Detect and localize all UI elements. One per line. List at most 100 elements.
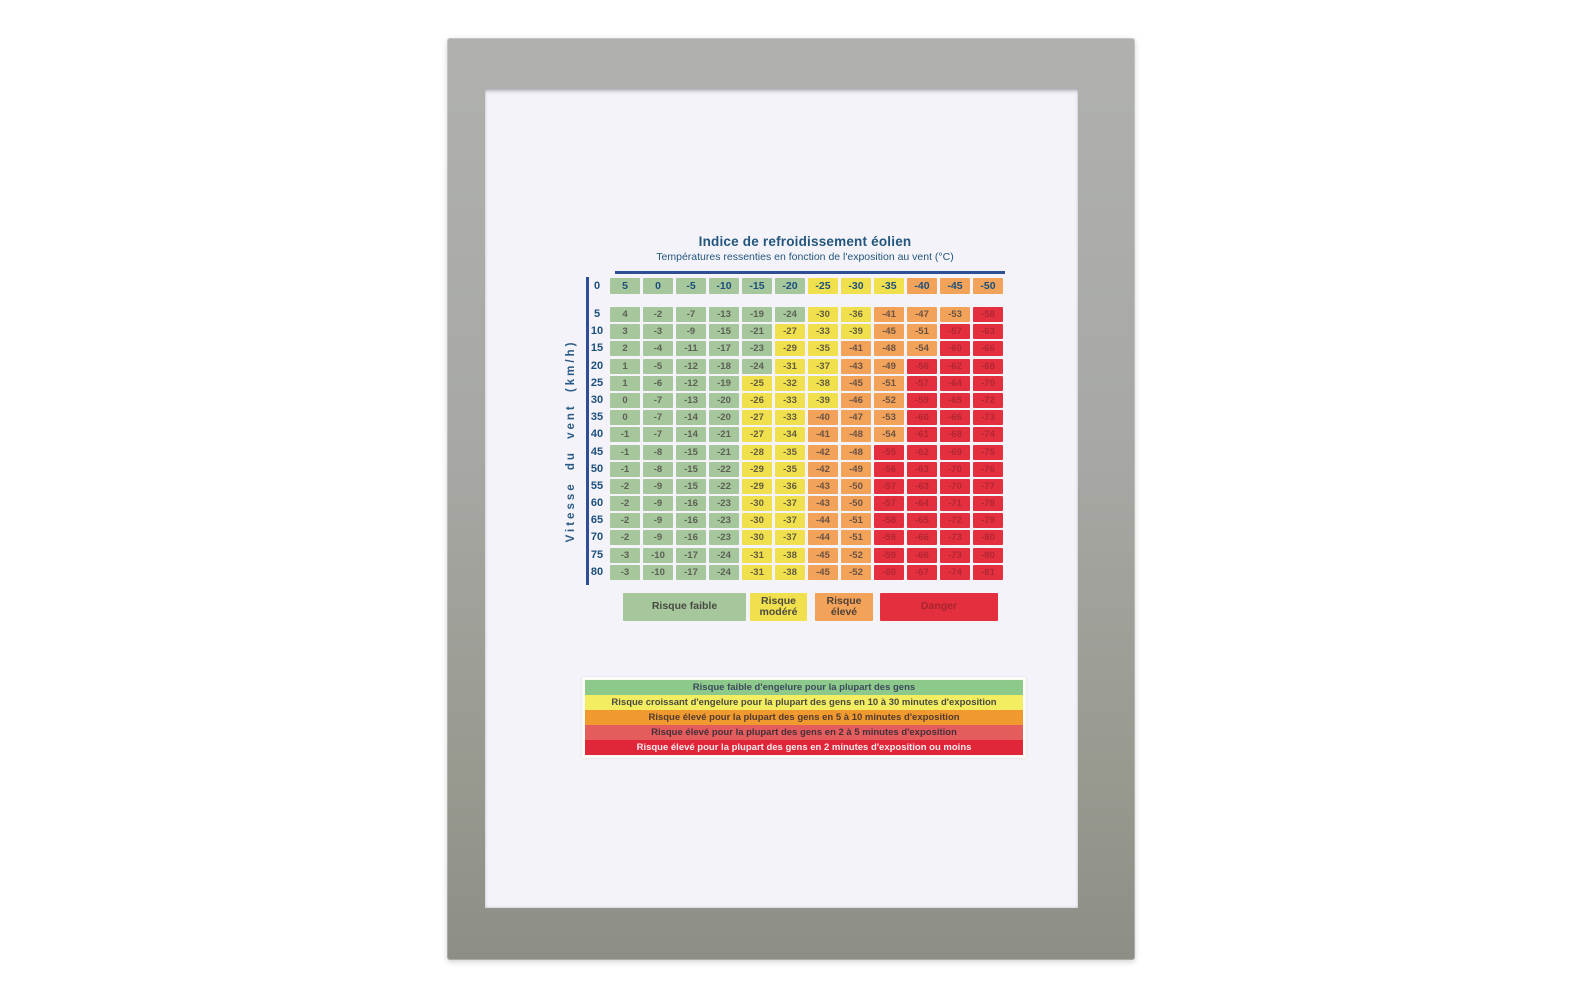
wind-speed-label: 5 <box>593 308 601 320</box>
wind-row-50: 50 -1 -8 -15 -22 -29 -35 -42 -49 -56 -63 -70 -76 <box>587 461 1003 477</box>
windchill-value-cell: -20 <box>709 410 739 426</box>
risk-description-strip: Risque faible d'engelure pour la plupart… <box>582 677 1026 758</box>
wind-speed-label: 0 <box>593 280 601 292</box>
windchill-value-cell: -66 <box>940 410 970 426</box>
windchill-value-cell: 1 <box>610 375 640 391</box>
windchill-value-cell: -63 <box>907 461 937 477</box>
windchill-value-cell: -31 <box>775 358 805 374</box>
windchill-value-cell: -11 <box>676 341 706 357</box>
windchill-value-cell: -70 <box>940 461 970 477</box>
wind-speed-label: 30 <box>590 393 604 406</box>
windchill-value-cell: -33 <box>808 324 838 340</box>
windchill-value-cell: -25 <box>742 375 772 391</box>
wind-row-45: 45 -1 -8 -15 -21 -28 -35 -42 -48 -55 -62 -69 -75 <box>587 444 1003 460</box>
windchill-value-cell: -2 <box>610 513 640 529</box>
windchill-value-cell: -58 <box>874 513 904 529</box>
windchill-value-cell: -12 <box>676 358 706 374</box>
temperature-header-cell: -5 <box>676 278 706 294</box>
windchill-value-cell: -43 <box>808 478 838 494</box>
windchill-value-cell: -37 <box>775 530 805 546</box>
windchill-value-cell: -1 <box>610 427 640 443</box>
windchill-value-cell: -57 <box>874 478 904 494</box>
windchill-value-cell: -4 <box>643 341 673 357</box>
windchill-value-cell: -16 <box>676 530 706 546</box>
legend-item: Risque modéré <box>750 593 807 621</box>
windchill-value-cell: -24 <box>709 564 739 580</box>
windchill-value-cell: -72 <box>973 392 1003 408</box>
windchill-value-cell: -33 <box>775 410 805 426</box>
temperature-header-cell: -35 <box>874 278 904 294</box>
windchill-value-cell: -37 <box>775 513 805 529</box>
windchill-value-cell: -53 <box>940 307 970 322</box>
windchill-value-cell: 3 <box>610 324 640 340</box>
wind-row-80: 80 -3 -10 -17 -24 -31 -38 -45 -52 -60 -67 -74 -81 <box>587 564 1003 580</box>
windchill-value-cell: -41 <box>874 307 904 322</box>
temperature-header-cell: -50 <box>973 278 1003 294</box>
wind-row-70: 70 -2 -9 -16 -23 -30 -37 -44 -51 -59 -66 -73 -80 <box>587 530 1003 546</box>
wind-speed-axis-line <box>586 277 589 585</box>
windchill-value-cell: -48 <box>874 341 904 357</box>
wind-row-25: 25 1 -6 -12 -19 -25 -32 -38 -45 -51 -57 -64 -70 <box>587 375 1003 391</box>
risk-description-row: Risque élevé pour la plupart des gens en… <box>585 740 1023 755</box>
windchill-value-cell: -16 <box>676 496 706 512</box>
windchill-value-cell: -1 <box>610 444 640 460</box>
windchill-value-cell: -61 <box>907 427 937 443</box>
windchill-value-cell: -28 <box>742 444 772 460</box>
windchill-value-cell: -17 <box>709 341 739 357</box>
temperature-header-cell: -20 <box>775 278 805 294</box>
windchill-value-cell: -60 <box>940 341 970 357</box>
windchill-value-cell: -10 <box>643 547 673 563</box>
windchill-value-cell: -6 <box>643 375 673 391</box>
windchill-value-cell: -7 <box>643 410 673 426</box>
windchill-value-cell: -21 <box>709 444 739 460</box>
windchill-value-cell: -57 <box>907 375 937 391</box>
windchill-value-cell: 1 <box>610 358 640 374</box>
wind-row-35: 35 0 -7 -14 -20 -27 -33 -40 -47 -53 -60 -66 -73 <box>587 410 1003 426</box>
windchill-value-cell: -38 <box>775 564 805 580</box>
windchill-value-cell: -1 <box>610 461 640 477</box>
windchill-value-cell: -31 <box>742 547 772 563</box>
windchill-value-cell: -52 <box>841 564 871 580</box>
windchill-value-cell: -34 <box>775 427 805 443</box>
windchill-value-cell: -60 <box>907 410 937 426</box>
windchill-value-cell: -2 <box>610 530 640 546</box>
windchill-value-cell: -30 <box>742 513 772 529</box>
windchill-value-cell: -52 <box>874 392 904 408</box>
windchill-value-cell: -19 <box>709 375 739 391</box>
windchill-value-cell: -59 <box>874 530 904 546</box>
windchill-value-cell: -3 <box>610 564 640 580</box>
windchill-value-cell: -38 <box>808 375 838 391</box>
temperature-header-cell: 5 <box>610 278 640 294</box>
temperature-header-row: 0 5 0 -5 -10 -15 -20 -25 -30 -35 -40 -45 -50 <box>587 278 1003 294</box>
windchill-value-cell: -72 <box>940 513 970 529</box>
chart-subtitle: Températures ressenties en fonction de l… <box>656 251 954 263</box>
windchill-value-cell: -36 <box>841 307 871 322</box>
windchill-value-cell: -43 <box>841 358 871 374</box>
wind-speed-label: 35 <box>590 411 604 424</box>
windchill-value-cell: -57 <box>940 324 970 340</box>
windchill-value-cell: -29 <box>742 478 772 494</box>
risk-legend: Risque faible Risque modéré Risque élevé Da… <box>485 593 1078 621</box>
windchill-value-cell: -29 <box>775 341 805 357</box>
windchill-value-cell: -38 <box>775 547 805 563</box>
windchill-value-cell: -77 <box>973 478 1003 494</box>
windchill-value-cell: -5 <box>643 358 673 374</box>
windchill-value-cell: -22 <box>709 478 739 494</box>
windchill-value-cell: -24 <box>742 358 772 374</box>
windchill-value-cell: -47 <box>907 307 937 322</box>
windchill-value-cell: -65 <box>940 392 970 408</box>
windchill-value-cell: -30 <box>742 496 772 512</box>
windchill-value-cell: -42 <box>808 461 838 477</box>
windchill-value-cell: -33 <box>775 392 805 408</box>
windchill-value-cell: -2 <box>610 478 640 494</box>
windchill-value-cell: 0 <box>610 410 640 426</box>
windchill-value-cell: -57 <box>874 496 904 512</box>
temperature-header-cell: -40 <box>907 278 937 294</box>
risk-description-row: Risque faible d'engelure pour la plupart… <box>585 680 1023 695</box>
windchill-value-cell: -30 <box>742 530 772 546</box>
windchill-value-cell: -80 <box>973 530 1003 546</box>
windchill-value-cell: -66 <box>907 547 937 563</box>
wind-row-15: 15 2 -4 -11 -17 -23 -29 -35 -41 -48 -54 -60 -66 <box>587 341 1003 357</box>
windchill-value-cell: 2 <box>610 341 640 357</box>
windchill-value-cell: -48 <box>841 444 871 460</box>
